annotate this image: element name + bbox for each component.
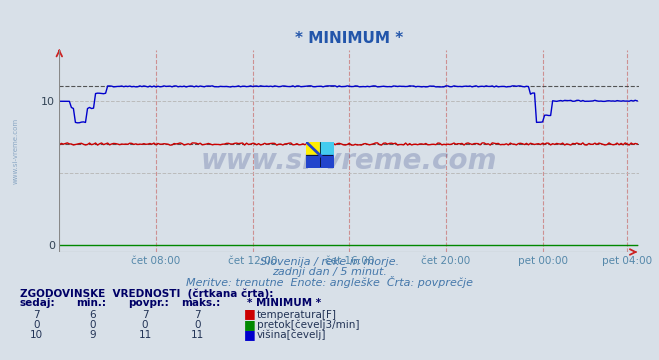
Text: 0: 0 — [142, 320, 148, 330]
Text: povpr.:: povpr.: — [129, 298, 169, 308]
Text: pretok[čevelj3/min]: pretok[čevelj3/min] — [257, 319, 360, 330]
Text: 7: 7 — [33, 310, 40, 320]
Text: ■: ■ — [244, 328, 256, 341]
Text: 11: 11 — [191, 330, 204, 340]
Title: * MINIMUM *: * MINIMUM * — [295, 31, 403, 46]
Text: maks.:: maks.: — [181, 298, 221, 308]
Text: min.:: min.: — [76, 298, 106, 308]
Text: ZGODOVINSKE  VREDNOSTI  (črtkana črta):: ZGODOVINSKE VREDNOSTI (črtkana črta): — [20, 288, 273, 299]
Text: 11: 11 — [138, 330, 152, 340]
Text: temperatura[F]: temperatura[F] — [257, 310, 337, 320]
Text: sedaj:: sedaj: — [20, 298, 55, 308]
Text: 7: 7 — [142, 310, 148, 320]
Text: 7: 7 — [194, 310, 201, 320]
Text: * MINIMUM *: * MINIMUM * — [247, 298, 321, 308]
Text: Slovenija / reke in morje.: Slovenija / reke in morje. — [260, 257, 399, 267]
Text: 10: 10 — [30, 330, 43, 340]
Text: Meritve: trenutne  Enote: angleške  Črta: povprečje: Meritve: trenutne Enote: angleške Črta: … — [186, 276, 473, 288]
Text: www.si-vreme.com: www.si-vreme.com — [13, 118, 19, 184]
Text: 6: 6 — [89, 310, 96, 320]
Text: ■: ■ — [244, 307, 256, 320]
Text: 0: 0 — [89, 320, 96, 330]
Text: 0: 0 — [33, 320, 40, 330]
Text: ■: ■ — [244, 318, 256, 330]
Text: www.si-vreme.com: www.si-vreme.com — [201, 147, 498, 175]
Text: 9: 9 — [89, 330, 96, 340]
Text: višina[čevelj]: višina[čevelj] — [257, 329, 326, 340]
Text: 0: 0 — [194, 320, 201, 330]
Text: zadnji dan / 5 minut.: zadnji dan / 5 minut. — [272, 267, 387, 278]
